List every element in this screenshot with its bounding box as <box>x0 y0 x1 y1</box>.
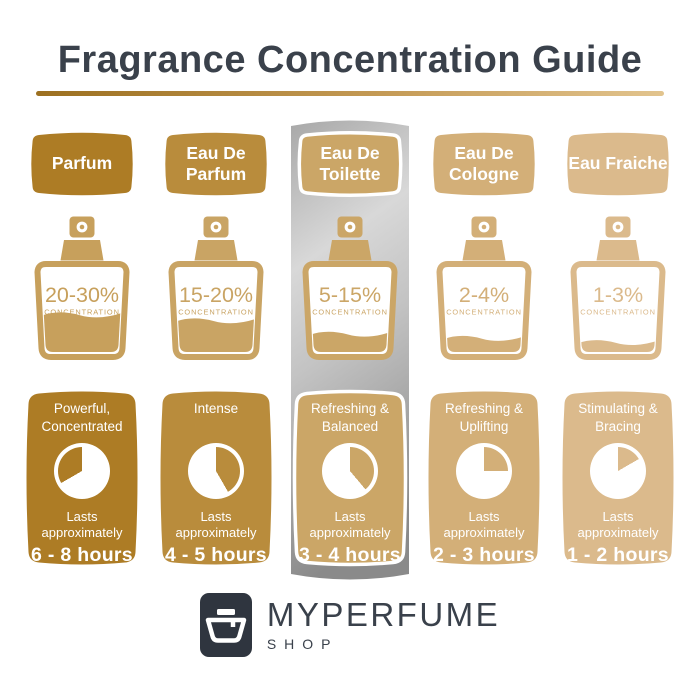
perfume-bottle-icon: 5-15% CONCENTRATION <box>302 216 398 360</box>
clock-pie-icon <box>322 442 378 499</box>
badge-ribbon-shape <box>433 132 535 196</box>
duration-value: 2 - 3 hours <box>433 544 535 566</box>
badge-ribbon-shape <box>567 132 669 196</box>
badge-label: Eau De Toilette <box>319 142 381 184</box>
page-title: Fragrance Concentration Guide <box>57 39 643 81</box>
nozzle-dot <box>79 224 85 230</box>
card-content: Powerful, Concentrated Lasts approximate… <box>23 389 141 567</box>
duration-value: 4 - 5 hours <box>165 544 267 566</box>
brand-subtitle: SHOP <box>266 636 339 652</box>
bottle-neck <box>194 240 238 261</box>
clock-pie-icon <box>188 442 244 499</box>
liquid-fill <box>577 339 659 352</box>
badge-eau-fraiche: Eau Fraiche <box>563 131 673 197</box>
badge-eau-de-cologne: Eau De Cologne <box>429 131 539 197</box>
liquid-fill <box>309 331 391 352</box>
perfume-bottle-icon: 2-4% CONCENTRATION <box>436 216 532 360</box>
concentration-percent: 5-15% <box>319 283 381 307</box>
badge-ribbon-shape <box>297 131 403 197</box>
card-content: Refreshing & Uplifting Lasts approximate… <box>425 389 543 567</box>
liquid-fill <box>41 312 123 352</box>
concentration-percent: 1-3% <box>593 283 643 307</box>
brand-name: MYPERFUME <box>266 596 501 633</box>
column-eau-de-cologne: Eau De Cologne 2-4% CONCENTRATION Refres… <box>424 131 544 567</box>
scent-quality: Powerful, Concentrated <box>41 401 123 434</box>
card-eau-de-parfum: Intense Lasts approximately 4 - 5 hours <box>157 389 275 567</box>
lasts-label: Lasts approximately <box>175 508 257 541</box>
brand-logo-icon <box>199 593 252 657</box>
duration-value: 3 - 4 hours <box>299 544 401 566</box>
concentration-label: CONCENTRATION <box>580 308 656 317</box>
card-content: Stimulating & Bracing Lasts approximatel… <box>559 389 677 567</box>
bottle-neck <box>462 240 506 261</box>
column-eau-de-toilette: Eau De Toilette 5-15% CONCENTRATION Refr… <box>290 120 410 580</box>
concentration-percent: 20-30% <box>45 283 119 307</box>
bottle-body <box>436 261 532 360</box>
lasts-label: Lasts approximately <box>443 508 525 541</box>
badge-ribbon-shape <box>165 132 267 196</box>
concentration-percent: 2-4% <box>459 283 509 307</box>
perfume-bottle-icon: 15-20% CONCENTRATION <box>168 216 264 360</box>
columns-area: Parfum 20-30% CONCENTRATION Powerful, Co… <box>0 120 700 580</box>
header: Fragrance Concentration Guide <box>0 0 700 96</box>
badge-label: Eau De Cologne <box>449 142 519 184</box>
badge-label: Eau Fraiche <box>568 153 668 174</box>
badge-eau-de-toilette: Eau De Toilette <box>295 131 405 197</box>
scent-quality: Refreshing & Uplifting <box>444 401 524 434</box>
perfume-shop-logo-icon <box>199 593 252 657</box>
card-eau-de-toilette: Refreshing & Balanced Lasts approximatel… <box>291 389 409 567</box>
nozzle-dot <box>481 224 487 230</box>
badge-parfum: Parfum <box>27 131 137 197</box>
badge-label: Eau De Parfum <box>185 142 247 184</box>
lasts-label: Lasts approximately <box>577 508 659 541</box>
nozzle-dot <box>347 224 353 230</box>
liquid-fill <box>175 318 257 352</box>
clock-pie-icon <box>54 442 110 499</box>
nozzle-dot <box>213 224 219 230</box>
badge-eau-de-parfum: Eau De Parfum <box>161 131 271 197</box>
brand-logo-text: MYPERFUME SHOP <box>267 598 500 652</box>
column-parfum: Parfum 20-30% CONCENTRATION Powerful, Co… <box>22 131 142 567</box>
scent-quality: Intense <box>193 401 239 416</box>
concentration-label: CONCENTRATION <box>178 308 254 317</box>
card-content: Intense Lasts approximately 4 - 5 hours <box>157 389 275 567</box>
duration-value: 1 - 2 hours <box>567 544 669 566</box>
concentration-percent: 15-20% <box>179 283 253 307</box>
scent-quality: Refreshing & Balanced <box>310 401 390 434</box>
liquid-fill <box>443 335 525 352</box>
clock-pie-icon <box>456 442 512 499</box>
card-content: Refreshing & Balanced Lasts approximatel… <box>291 389 409 567</box>
concentration-label: CONCENTRATION <box>312 308 388 317</box>
brand-footer: MYPERFUME SHOP <box>0 593 700 657</box>
title-underline <box>36 91 664 96</box>
scent-quality: Stimulating & Bracing <box>578 401 658 434</box>
perfume-bottle-icon: 1-3% CONCENTRATION <box>570 216 666 360</box>
bottle-neck <box>596 240 640 261</box>
concentration-label: CONCENTRATION <box>44 308 120 317</box>
lasts-label: Lasts approximately <box>309 508 391 541</box>
card-eau-fraiche: Stimulating & Bracing Lasts approximatel… <box>559 389 677 567</box>
column-eau-fraiche: Eau Fraiche 1-3% CONCENTRATION Stimulati… <box>558 131 678 567</box>
bottle-body <box>570 261 666 360</box>
concentration-label: CONCENTRATION <box>446 308 522 317</box>
duration-value: 6 - 8 hours <box>31 544 133 566</box>
lasts-label: Lasts approximately <box>41 508 123 541</box>
card-parfum: Powerful, Concentrated Lasts approximate… <box>23 389 141 567</box>
column-eau-de-parfum: Eau De Parfum 15-20% CONCENTRATION Inten… <box>156 131 276 567</box>
badge-ribbon-shape <box>31 132 133 196</box>
nozzle-dot <box>615 224 621 230</box>
card-eau-de-cologne: Refreshing & Uplifting Lasts approximate… <box>425 389 543 567</box>
clock-pie-icon <box>590 442 646 499</box>
badge-label: Parfum <box>51 153 113 174</box>
bottle-neck <box>60 240 104 261</box>
bottle-neck <box>328 240 372 261</box>
perfume-bottle-icon: 20-30% CONCENTRATION <box>34 216 130 360</box>
